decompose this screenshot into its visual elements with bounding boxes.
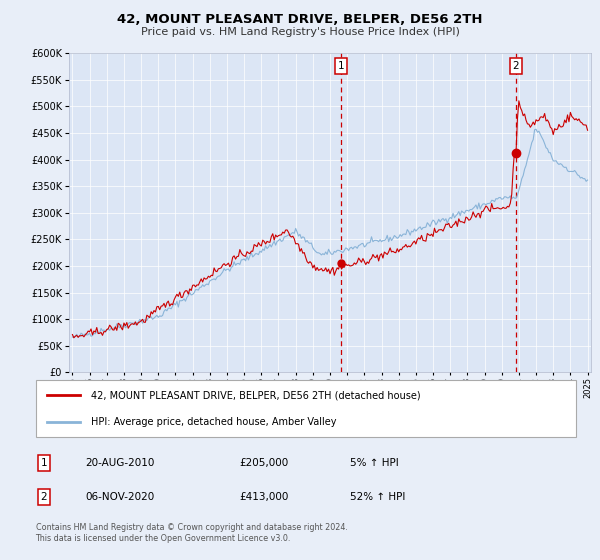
Text: £205,000: £205,000 [240, 458, 289, 468]
Text: 1: 1 [40, 458, 47, 468]
Text: HPI: Average price, detached house, Amber Valley: HPI: Average price, detached house, Ambe… [91, 417, 336, 427]
Text: 1: 1 [337, 61, 344, 71]
Text: 52% ↑ HPI: 52% ↑ HPI [350, 492, 406, 502]
Text: 2: 2 [513, 61, 520, 71]
Text: 42, MOUNT PLEASANT DRIVE, BELPER, DE56 2TH (detached house): 42, MOUNT PLEASANT DRIVE, BELPER, DE56 2… [91, 390, 421, 400]
Text: 20-AUG-2010: 20-AUG-2010 [85, 458, 155, 468]
Text: 42, MOUNT PLEASANT DRIVE, BELPER, DE56 2TH: 42, MOUNT PLEASANT DRIVE, BELPER, DE56 2… [117, 13, 483, 26]
Text: Price paid vs. HM Land Registry's House Price Index (HPI): Price paid vs. HM Land Registry's House … [140, 27, 460, 38]
Text: Contains HM Land Registry data © Crown copyright and database right 2024.
This d: Contains HM Land Registry data © Crown c… [35, 524, 347, 543]
Text: £413,000: £413,000 [240, 492, 289, 502]
Text: 06-NOV-2020: 06-NOV-2020 [85, 492, 154, 502]
Text: 5% ↑ HPI: 5% ↑ HPI [350, 458, 399, 468]
Text: 2: 2 [40, 492, 47, 502]
FancyBboxPatch shape [35, 380, 577, 437]
